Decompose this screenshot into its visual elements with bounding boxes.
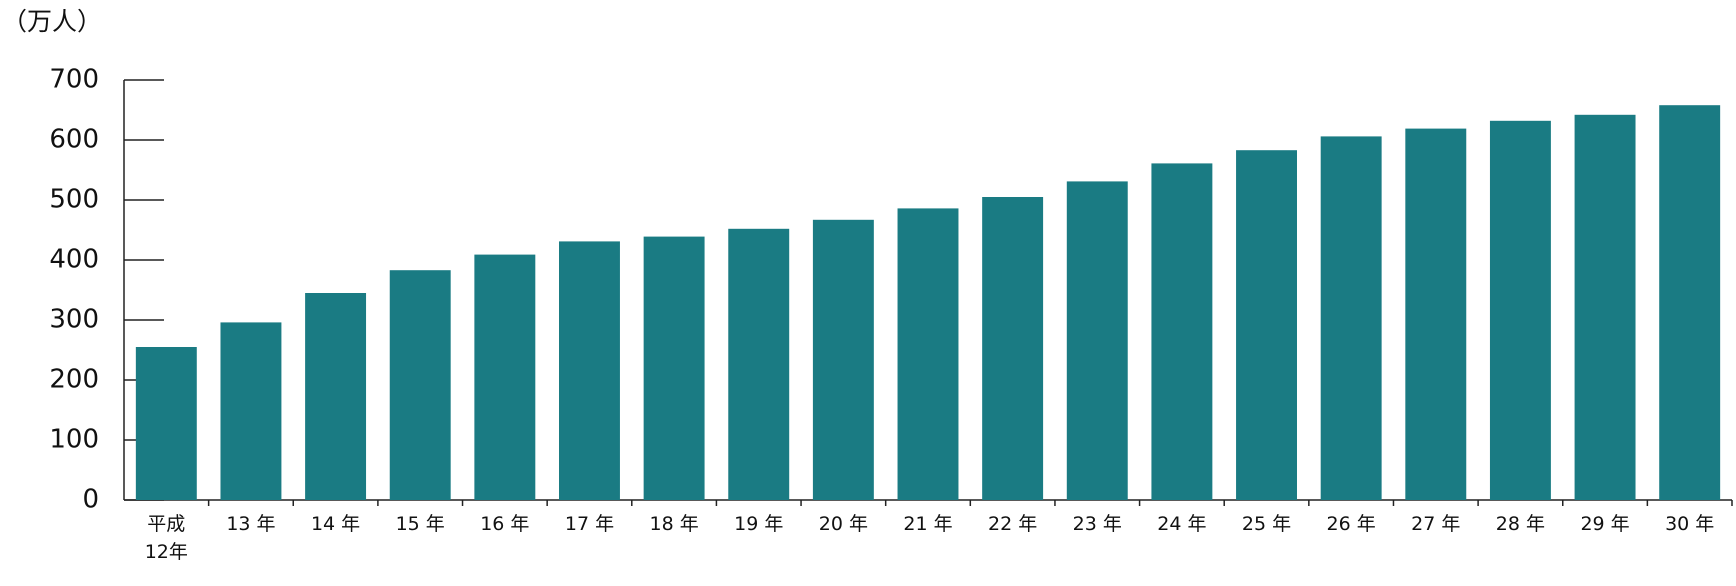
bar <box>1489 120 1551 501</box>
bar <box>1151 163 1213 500</box>
bar <box>1066 181 1128 500</box>
x-tick-label: 16 年 <box>480 513 530 535</box>
x-tick-label: 21 年 <box>903 513 953 535</box>
bar <box>812 219 874 501</box>
y-tick-label: 600 <box>49 125 99 155</box>
x-tick-label: 20 年 <box>818 513 868 535</box>
x-tick-label: 27 年 <box>1411 513 1461 535</box>
x-tick-label: 24 年 <box>1157 513 1207 535</box>
y-tick-label: 500 <box>49 185 99 215</box>
bar <box>389 270 451 500</box>
x-tick-label: 19 年 <box>734 513 784 535</box>
x-tick-label: 14 年 <box>310 513 361 535</box>
y-tick-label: 0 <box>82 485 99 515</box>
y-tick-label: 300 <box>49 305 99 335</box>
y-tick-label: 400 <box>49 245 99 275</box>
bar <box>474 254 536 500</box>
x-tick-label: 17 年 <box>564 513 615 535</box>
bar <box>1320 136 1382 500</box>
bar <box>220 322 282 500</box>
y-tick-label: 100 <box>49 425 99 455</box>
bar <box>1659 105 1721 500</box>
x-tick-label: 18 年 <box>649 513 699 535</box>
x-tick-label: 23 年 <box>1072 513 1122 535</box>
x-tick-label: 平成 12年 <box>144 513 188 563</box>
bar <box>135 347 197 500</box>
y-tick-label: 700 <box>49 65 99 95</box>
bar <box>559 241 620 500</box>
y-unit-label: （万人） <box>2 7 103 36</box>
x-tick-label: 29 年 <box>1580 513 1630 535</box>
bar <box>728 228 790 501</box>
bar <box>897 208 959 500</box>
x-tick-label: 26 年 <box>1326 513 1376 535</box>
y-tick-label: 200 <box>49 365 99 395</box>
bar <box>1574 114 1636 501</box>
bar <box>1405 128 1467 500</box>
bar <box>305 293 367 500</box>
x-tick-label: 22 年 <box>988 513 1038 535</box>
x-tick-label: 25 年 <box>1241 513 1292 535</box>
bar <box>643 236 705 500</box>
x-tick-label: 13 年 <box>226 513 276 535</box>
x-tick-label: 28 年 <box>1495 513 1546 535</box>
bar <box>982 197 1044 500</box>
x-tick-label: 30 年 <box>1665 513 1715 535</box>
bar <box>1236 150 1297 500</box>
x-tick-label: 15 年 <box>395 513 445 535</box>
